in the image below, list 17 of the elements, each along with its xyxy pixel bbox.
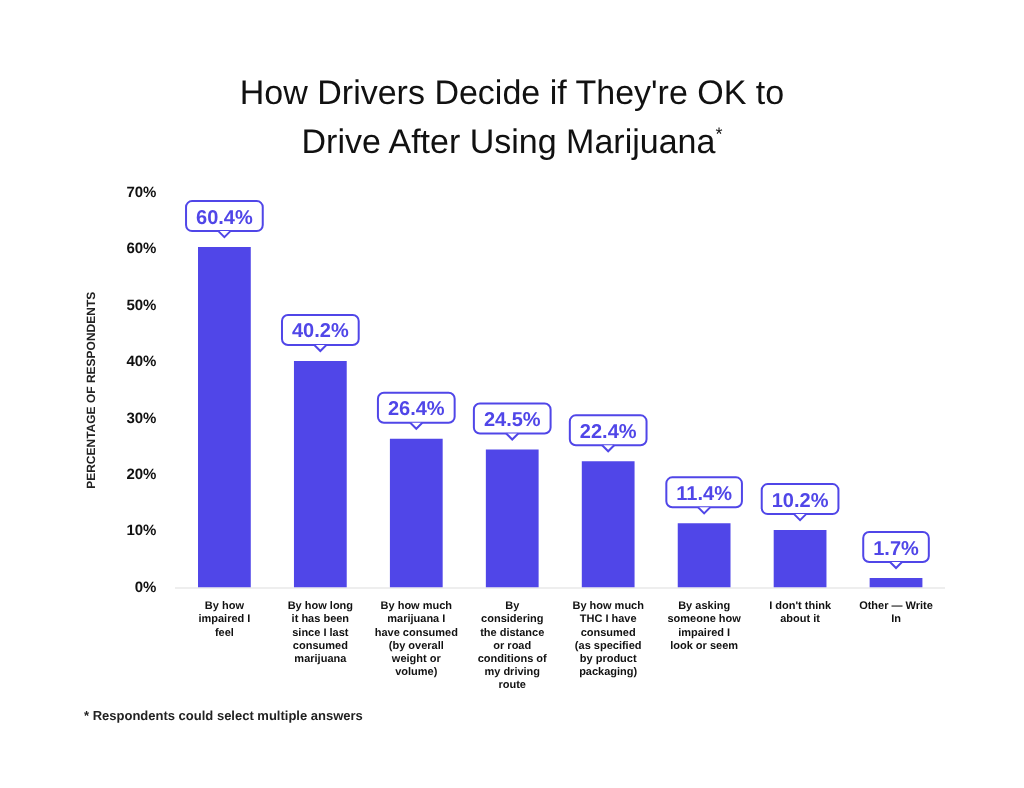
bar: [677, 523, 731, 588]
data-label: 24.5%: [483, 409, 541, 432]
bar: [293, 360, 347, 588]
bar: [198, 247, 251, 588]
data-label: 11.4%: [676, 483, 733, 506]
bar: [485, 449, 539, 588]
data-label: 40.2%: [291, 321, 349, 344]
chart-title: How Drivers Decide if They're OK to Drive After Using Marijuana$^{*}$: [237, 72, 787, 164]
data-label: 10.2%: [771, 490, 829, 513]
data-label: 22.4%: [579, 421, 637, 444]
data-label: 1.7%: [873, 538, 920, 561]
bar: [581, 461, 635, 588]
bar: [389, 438, 443, 588]
bar: [773, 530, 827, 588]
data-label: 26.4%: [387, 399, 445, 422]
data-label: 60.4%: [196, 207, 253, 230]
bar: [869, 578, 923, 588]
